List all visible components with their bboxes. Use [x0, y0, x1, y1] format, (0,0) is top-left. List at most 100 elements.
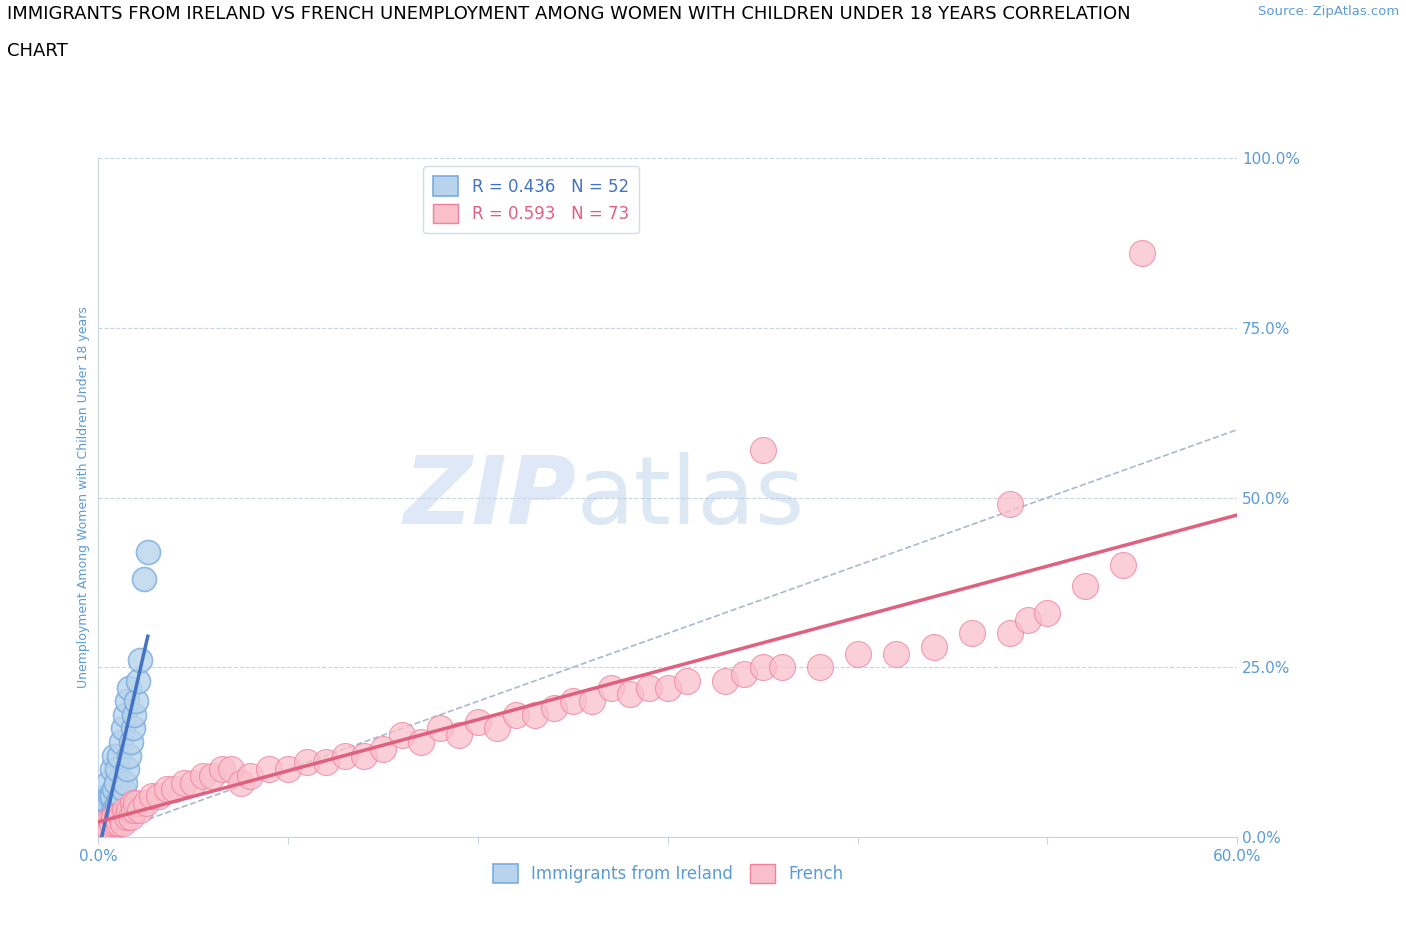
Point	[467, 714, 489, 729]
Point	[108, 796, 131, 811]
Point	[125, 694, 148, 709]
Point	[114, 708, 136, 723]
Point	[124, 708, 146, 723]
Point	[127, 673, 149, 688]
Point	[638, 680, 661, 695]
Point	[770, 660, 793, 675]
Point	[103, 809, 125, 824]
Point	[89, 809, 111, 824]
Point	[97, 816, 120, 830]
Point	[112, 782, 135, 797]
Point	[211, 762, 233, 777]
Point	[297, 755, 319, 770]
Point	[277, 762, 299, 777]
Point	[91, 816, 114, 830]
Point	[922, 640, 945, 655]
Point	[132, 572, 155, 587]
Point	[714, 673, 737, 688]
Point	[129, 653, 152, 668]
Point	[543, 700, 565, 715]
Point	[124, 803, 146, 817]
Point	[94, 823, 117, 838]
Point	[148, 789, 170, 804]
Point	[173, 776, 195, 790]
Point	[115, 809, 138, 824]
Text: Source: ZipAtlas.com: Source: ZipAtlas.com	[1258, 5, 1399, 18]
Point	[808, 660, 831, 675]
Point	[135, 796, 157, 811]
Text: ZIP: ZIP	[404, 452, 576, 543]
Point	[136, 544, 159, 559]
Point	[104, 803, 127, 817]
Point	[114, 803, 136, 817]
Point	[94, 809, 117, 824]
Point	[107, 762, 129, 777]
Point	[91, 823, 114, 838]
Point	[89, 823, 111, 838]
Point	[998, 497, 1021, 512]
Point	[229, 776, 252, 790]
Point	[619, 687, 641, 702]
Point	[98, 809, 121, 824]
Point	[221, 762, 243, 777]
Point	[121, 721, 143, 736]
Point	[97, 776, 120, 790]
Point	[259, 762, 281, 777]
Point	[108, 748, 131, 763]
Point	[581, 694, 603, 709]
Point	[118, 680, 141, 695]
Point	[239, 768, 262, 783]
Point	[103, 782, 125, 797]
Point	[94, 823, 117, 838]
Point	[1074, 578, 1097, 593]
Point	[163, 782, 186, 797]
Point	[505, 708, 527, 723]
Point	[104, 776, 127, 790]
Point	[183, 776, 205, 790]
Point	[100, 816, 122, 830]
Point	[353, 748, 375, 763]
Point	[114, 776, 136, 790]
Point	[110, 789, 132, 804]
Point	[371, 741, 394, 756]
Point	[156, 782, 179, 797]
Point	[107, 809, 129, 824]
Point	[125, 796, 148, 811]
Text: IMMIGRANTS FROM IRELAND VS FRENCH UNEMPLOYMENT AMONG WOMEN WITH CHILDREN UNDER 1: IMMIGRANTS FROM IRELAND VS FRENCH UNEMPL…	[7, 5, 1130, 22]
Point	[335, 748, 357, 763]
Point	[100, 789, 122, 804]
Point	[93, 809, 115, 824]
Y-axis label: Unemployment Among Women with Children Under 18 years: Unemployment Among Women with Children U…	[77, 307, 90, 688]
Point	[315, 755, 337, 770]
Point	[752, 660, 775, 675]
Point	[960, 626, 983, 641]
Point	[562, 694, 585, 709]
Point	[524, 708, 547, 723]
Point	[129, 803, 152, 817]
Point	[97, 809, 120, 824]
Point	[94, 816, 117, 830]
Point	[486, 721, 509, 736]
Point	[94, 789, 117, 804]
Point	[103, 803, 125, 817]
Point	[733, 667, 755, 682]
Point	[93, 816, 115, 830]
Point	[846, 646, 869, 661]
Point	[884, 646, 907, 661]
Point	[100, 809, 122, 824]
Point	[91, 803, 114, 817]
Point	[1112, 558, 1135, 573]
Point	[1018, 612, 1040, 627]
Point	[98, 816, 121, 830]
Point	[998, 626, 1021, 641]
Point	[89, 816, 111, 830]
Point	[110, 809, 132, 824]
Point	[657, 680, 679, 695]
Text: atlas: atlas	[576, 452, 806, 543]
Point	[1132, 246, 1154, 260]
Point	[752, 443, 775, 458]
Point	[1036, 605, 1059, 620]
Point	[201, 768, 224, 783]
Point	[108, 816, 131, 830]
Point	[91, 796, 114, 811]
